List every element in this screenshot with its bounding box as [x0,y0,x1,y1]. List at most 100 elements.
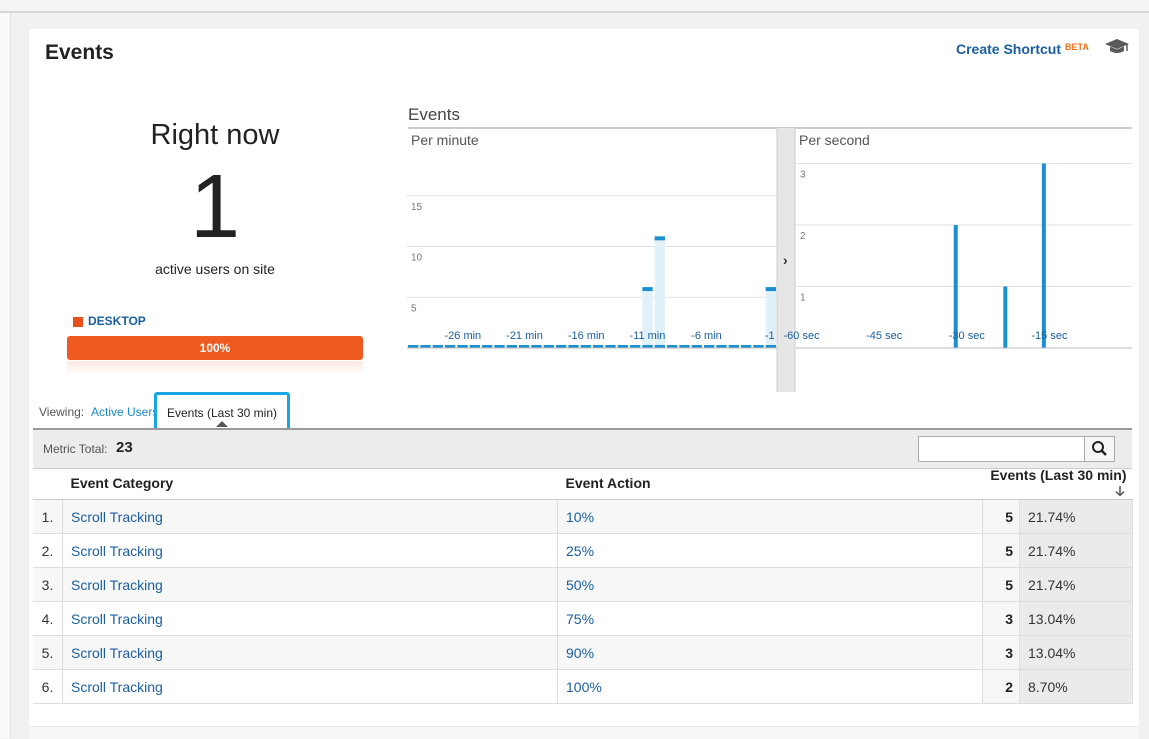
baseline-segment [630,345,641,348]
baseline-segment [457,345,468,348]
baseline-segment [408,345,419,348]
bar [1041,163,1046,348]
events-count: 5 [982,567,1020,602]
events-chart: Events Per minute Per second › 5 10 15 -26 … [407,105,1132,392]
event-action-link[interactable]: 75% [566,610,595,627]
create-shortcut-link[interactable]: Create Shortcut [956,41,1062,57]
x-tick-label: -30 sec [949,330,986,342]
events-percent: 13.04% [1019,601,1133,636]
y-tick-label: 3 [800,169,806,180]
events-count: 3 [982,601,1020,636]
baseline-segment [654,345,665,348]
column-header-event-category[interactable]: Event Category [62,467,558,500]
baseline-segment [519,345,530,348]
bar [953,224,958,348]
chevron-right-icon[interactable]: › [783,252,788,268]
row-index: 2. [33,533,63,568]
x-tick-label: -60 sec [784,330,821,342]
table-row: 2. Scroll Tracking 25% 5 21.74% [33,533,1133,568]
y-tick-label: 10 [411,253,423,264]
x-tick-label: -21 min [506,330,543,342]
table-search-input[interactable] [918,436,1088,462]
table-row: 4. Scroll Tracking 75% 3 13.04% [33,601,1133,636]
y-tick-label: 1 [800,292,806,303]
x-tick-label: -1 [765,330,775,342]
table-row: 5. Scroll Tracking 90% 3 13.04% [33,635,1133,670]
bar [654,236,665,241]
bar-fill [765,290,776,348]
baseline-segment [556,345,567,348]
bar [765,287,776,292]
chart-divider[interactable] [777,128,795,392]
per-second-label: Per second [799,132,870,148]
baseline-segment [482,345,493,348]
event-category-link[interactable]: Scroll Tracking [71,542,163,559]
event-action-link[interactable]: 25% [566,542,595,559]
events-percent: 21.74% [1019,567,1133,602]
per-minute-label: Per minute [411,132,479,148]
baseline-segment [593,345,604,348]
baseline-segment [617,345,628,348]
row-index: 3. [33,567,63,602]
active-users-label: active users on site [155,261,275,277]
baseline-segment [753,345,764,348]
baseline-segment [506,345,517,348]
metric-total-label: Metric Total: [43,442,108,456]
event-category-link[interactable]: Scroll Tracking [71,678,163,695]
baseline-segment [765,345,776,348]
event-category-link[interactable]: Scroll Tracking [71,508,163,525]
table-header-row: Event Category Event Action Events (Last… [33,467,1133,500]
baseline-segment [605,345,616,348]
baseline-segment [741,345,752,348]
events-percent: 8.70% [1019,669,1133,704]
baseline-segment [667,345,678,348]
panel-footer [29,726,1139,739]
event-action-link[interactable]: 50% [566,576,595,593]
events-count: 3 [982,635,1020,670]
row-index: 1. [33,499,63,534]
tab-active-users[interactable]: Active Users [91,405,159,419]
baseline-segment [543,345,554,348]
events-count: 5 [982,499,1020,534]
column-header-events[interactable]: Events (Last 30 min) [982,467,1133,500]
event-category-link[interactable]: Scroll Tracking [71,576,163,593]
baseline-segment [642,345,653,348]
baseline-segment [494,345,505,348]
event-action-link[interactable]: 10% [566,508,595,525]
baseline-segment [679,345,690,348]
row-index: 6. [33,669,63,704]
events-table: Event Category Event Action Events (Last… [33,467,1133,704]
column-header-event-action[interactable]: Event Action [557,467,983,500]
viewing-label: Viewing: [39,405,85,419]
desktop-legend-swatch [73,317,83,327]
row-index: 5. [33,635,63,670]
baseline-segment [445,345,456,348]
baseline-segment [580,345,591,348]
search-button[interactable] [1084,436,1115,462]
baseline-segment [728,345,739,348]
bar-fill [654,239,665,348]
event-action-link[interactable]: 100% [566,678,602,695]
arrow-down-icon[interactable] [1113,484,1127,498]
events-count: 5 [982,533,1020,568]
baseline-segment [568,345,579,348]
events-count: 2 [982,669,1020,704]
table-row: 1. Scroll Tracking 10% 5 21.74% [33,499,1133,534]
tab-caret-icon [216,421,228,427]
graduation-cap-icon[interactable] [1104,37,1130,57]
bar [642,287,653,292]
row-index: 4. [33,601,63,636]
bar-fill [642,290,653,348]
event-category-link[interactable]: Scroll Tracking [71,610,163,627]
chart-title: Events [408,105,460,124]
x-tick-label: -45 sec [866,330,903,342]
left-sidebar-strip [0,13,11,738]
x-tick-label: -11 min [630,330,666,342]
baseline-segment [469,345,480,348]
beta-badge: BETA [1065,42,1089,52]
metric-total-bar: Metric Total: 23 [33,428,1132,469]
event-category-link[interactable]: Scroll Tracking [71,644,163,661]
metric-total-value: 23 [116,439,133,456]
x-tick-label: -16 min [568,330,605,342]
event-action-link[interactable]: 90% [566,644,595,661]
